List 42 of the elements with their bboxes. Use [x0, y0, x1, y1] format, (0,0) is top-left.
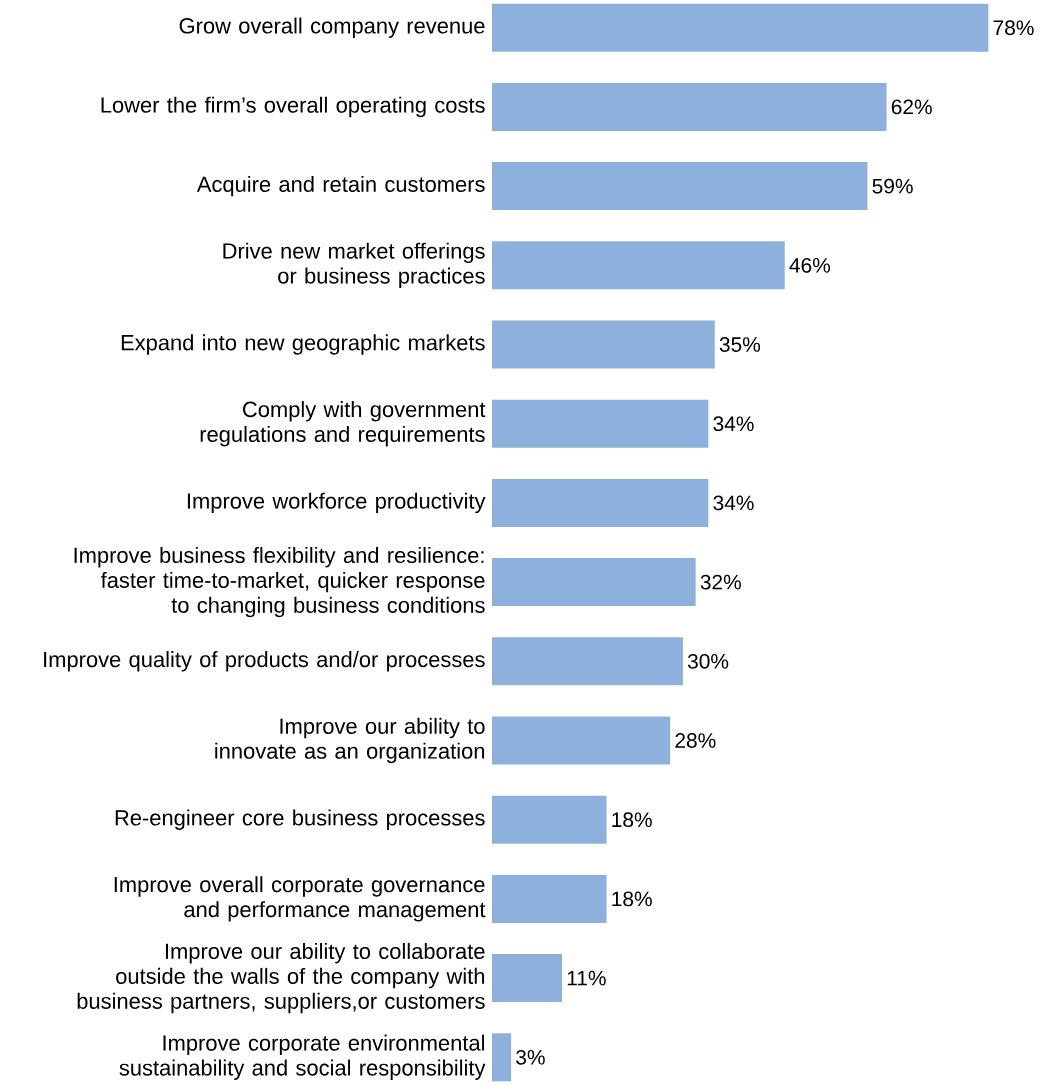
bar — [492, 874, 607, 923]
y-tick-label: Lower the firm’s overall operating costs — [101, 96, 485, 118]
bar — [492, 399, 709, 448]
bar — [492, 558, 696, 607]
data-label: 62% — [891, 99, 932, 115]
bar — [492, 478, 709, 527]
data-label: 11% — [567, 970, 606, 986]
y-tick-label: Expand into new geographic markets — [121, 334, 485, 355]
y-tick-label: Improve workforce productivity — [187, 492, 486, 514]
y-tick-label: Comply with government regulations and requirements — [200, 401, 486, 447]
bar — [492, 82, 887, 131]
data-label: 32% — [700, 574, 741, 590]
data-label: 3% — [516, 1049, 545, 1065]
data-label: 28% — [675, 733, 716, 748]
data-label: 34% — [713, 495, 754, 511]
bar — [492, 3, 989, 52]
y-tick-label: Grow overall company revenue — [179, 17, 485, 38]
data-label: 46% — [789, 257, 831, 273]
y-tick-label: Drive new market offerings or business practices — [223, 242, 485, 288]
bar — [492, 637, 683, 686]
data-label: 18% — [612, 891, 652, 907]
data-label: 30% — [687, 653, 729, 669]
y-tick-label: Improve business flexibility and resilience: faster time-to-market, quicker response to changing business conditions — [74, 546, 485, 618]
y-tick-label: Improve our ability to innovate as an organization — [215, 717, 485, 764]
bar — [492, 162, 868, 211]
data-label: 35% — [719, 337, 761, 352]
bar — [492, 1033, 512, 1082]
y-tick-label: Improve our ability to collaborate outside the walls of the company with business partners, suppliers,or customers — [77, 942, 485, 1014]
data-label: 18% — [612, 812, 652, 828]
y-tick-label: Improve quality of products and/or processes — [44, 651, 485, 672]
data-label: 78% — [993, 20, 1034, 36]
bar — [492, 954, 562, 1003]
data-label: 34% — [713, 416, 754, 432]
bar — [492, 241, 785, 290]
bar — [492, 716, 671, 765]
y-tick-label: Acquire and retain customers — [196, 175, 485, 197]
bar — [492, 320, 715, 369]
bar — [492, 795, 607, 844]
y-tick-label: Improve corporate environmental sustainability and social responsibility — [119, 1034, 486, 1080]
y-tick-label: Improve overall corporate governance and performance management — [114, 876, 486, 922]
data-label: 59% — [872, 178, 913, 194]
y-tick-label: Re-engineer core business processes — [115, 809, 485, 830]
